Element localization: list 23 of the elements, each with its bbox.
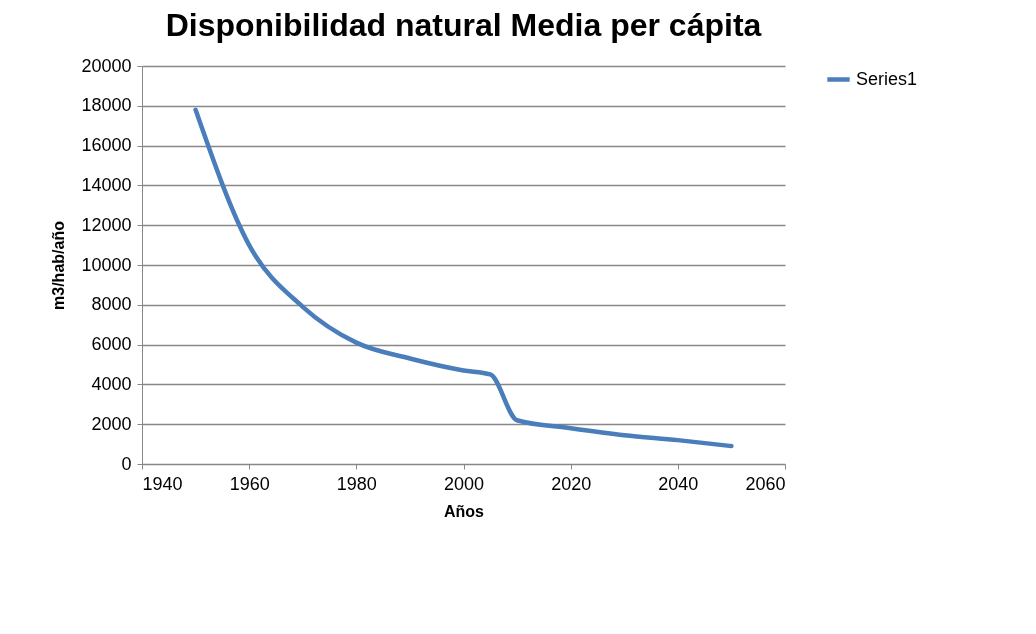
y-tick-label: 8000 [91, 294, 132, 315]
y-tick-label: 16000 [81, 135, 132, 156]
line-series [193, 107, 734, 449]
chart-title: Disponibilidad natural Media per cápita [165, 7, 762, 43]
x-tick-label: 2020 [551, 473, 592, 494]
y-tick-label: 6000 [91, 334, 132, 355]
x-axis-title: Años [444, 502, 485, 520]
y-tick-label: 0 [121, 453, 132, 474]
x-tick-label: 2060 [745, 473, 786, 494]
y-tick-label: 10000 [81, 254, 132, 275]
y-tick-label: 18000 [81, 95, 132, 116]
x-tick-label: 1980 [336, 473, 377, 494]
y-tick-label: 20000 [81, 55, 132, 76]
y-tick-label: 4000 [91, 373, 132, 394]
x-tick-label: 2000 [443, 473, 485, 494]
y-tick-label: 14000 [81, 174, 132, 195]
y-tick-label: 12000 [81, 214, 132, 235]
y-axis-title: m3/hab/año [50, 220, 68, 310]
x-tick-label: 2040 [658, 473, 699, 494]
legend-label: Series1 [856, 68, 918, 89]
x-tick-label: 1940 [142, 473, 183, 494]
y-tick-label: 2000 [91, 413, 132, 434]
x-tick-label: 1960 [229, 473, 270, 494]
